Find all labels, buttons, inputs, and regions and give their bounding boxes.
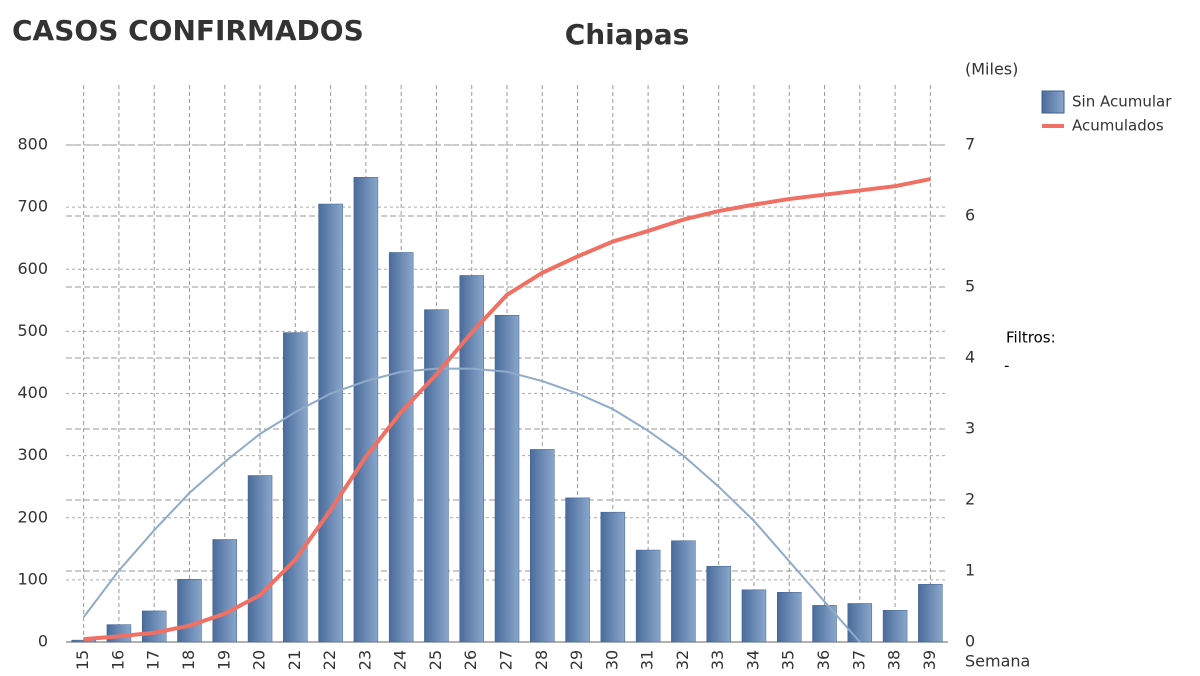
bar <box>530 449 555 643</box>
bar <box>141 610 167 643</box>
chart-title: Chiapas <box>565 18 690 51</box>
bar <box>741 589 767 643</box>
x-tick-label: 38 <box>885 650 904 670</box>
x-tick-label: 33 <box>708 650 727 670</box>
x-tick-label: 20 <box>250 650 269 670</box>
y-tick-label: 500 <box>17 321 48 340</box>
x-tick-label: 18 <box>179 650 198 670</box>
bar <box>71 639 96 643</box>
x-tick-label: 26 <box>461 650 480 670</box>
bar <box>565 497 590 643</box>
y-tick-label: 0 <box>38 632 48 651</box>
x-tick-label: 28 <box>532 650 551 670</box>
y2-axis-label: (Miles) <box>965 60 1018 79</box>
x-tick-label: 16 <box>108 650 127 670</box>
y-tick-label: 400 <box>17 383 48 402</box>
x-tick-label: 21 <box>285 650 304 670</box>
x-tick-label: 37 <box>849 650 868 670</box>
x-axis-label: Semana <box>965 652 1030 671</box>
x-tick-label: 35 <box>779 650 798 670</box>
bar <box>494 314 520 643</box>
y-tick-label: 600 <box>17 259 48 278</box>
y2-tick-label: 7 <box>965 135 975 154</box>
bar <box>706 565 731 643</box>
y-tick-label: 700 <box>17 197 48 216</box>
bar <box>635 549 661 643</box>
x-tick-label: 36 <box>814 650 833 670</box>
x-tick-label: 24 <box>391 650 410 670</box>
bar <box>318 203 343 643</box>
y2-tick-label: 1 <box>965 561 975 580</box>
x-tick-label: 31 <box>638 650 657 670</box>
y-tick-label: 300 <box>17 445 48 464</box>
bar <box>918 583 943 643</box>
bar <box>882 610 908 643</box>
x-tick-label: 32 <box>673 650 692 670</box>
y-tick-label: 200 <box>17 507 48 526</box>
bar <box>388 252 414 643</box>
legend-swatch <box>1041 90 1065 114</box>
x-tick-label: 39 <box>920 650 939 670</box>
bar <box>847 603 873 643</box>
bar <box>671 540 696 643</box>
x-tick-label: 15 <box>73 650 92 670</box>
bar <box>283 332 308 643</box>
bar <box>353 177 379 643</box>
bar <box>459 275 484 643</box>
x-tick-label: 17 <box>144 650 163 670</box>
filters-label: Filtros: <box>1006 329 1056 347</box>
bar <box>812 605 837 643</box>
legend-label: Acumulados <box>1072 117 1164 135</box>
bar <box>600 511 626 643</box>
bar <box>212 539 238 643</box>
trend-line <box>82 367 861 643</box>
filters-value: - <box>1004 357 1009 375</box>
legend-label: Sin Acumular <box>1072 93 1172 111</box>
y-tick-label: 100 <box>17 569 48 588</box>
y2-tick-label: 2 <box>965 490 975 509</box>
y2-tick-label: 6 <box>965 206 975 225</box>
y2-tick-label: 0 <box>965 632 975 651</box>
y2-tick-label: 3 <box>965 419 975 438</box>
x-tick-label: 23 <box>355 650 374 670</box>
line <box>83 177 931 642</box>
x-tick-label: 19 <box>214 650 233 670</box>
x-tick-label: 29 <box>567 650 586 670</box>
bar <box>177 579 202 643</box>
header: CASOS CONFIRMADOS <box>12 14 364 47</box>
bar <box>776 592 802 643</box>
y2-tick-label: 5 <box>965 277 975 296</box>
x-tick-label: 30 <box>602 650 621 670</box>
y2-tick-label: 4 <box>965 348 975 367</box>
x-tick-label: 25 <box>426 650 445 670</box>
y-tick-label: 800 <box>17 135 48 154</box>
bar <box>106 624 132 643</box>
x-tick-label: 22 <box>320 650 339 670</box>
bar <box>247 475 273 643</box>
x-tick-label: 27 <box>497 650 516 670</box>
x-tick-label: 34 <box>743 650 762 670</box>
bar <box>424 309 449 643</box>
